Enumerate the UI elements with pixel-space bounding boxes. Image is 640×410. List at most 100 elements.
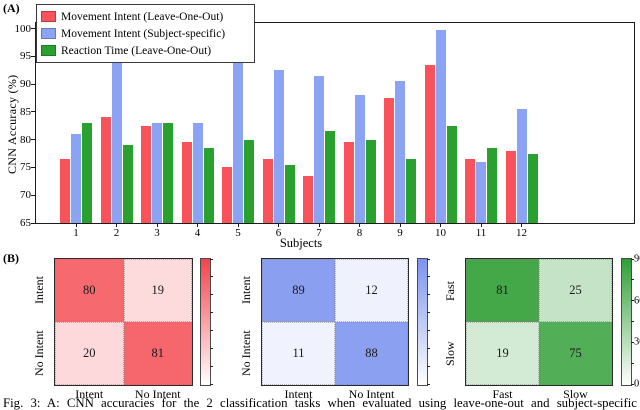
y-tick — [31, 139, 36, 141]
confusion-matrix-reaction-time-colorbar-label: 0 — [634, 378, 640, 390]
confusion-matrix-movement-intent-subject-specific-row-label: Intent — [239, 276, 253, 305]
confusion-matrix-movement-intent-subject-specific-colorbar-tick — [427, 258, 430, 260]
x-tick-label: 2 — [113, 227, 120, 239]
confusion-matrix-movement-intent-subject-specific-cell-r0c1: 12 — [335, 259, 408, 322]
confusion-matrix-reaction-time-col-label: Fast — [492, 387, 513, 401]
bar-subject11-series2 — [476, 161, 486, 223]
confusion-matrix-reaction-time-cell-r1c0: 19 — [466, 322, 539, 385]
confusion-matrix-reaction-time-row-label: Fast — [443, 280, 457, 301]
bar-subject8-series3 — [365, 139, 376, 223]
x-tick — [480, 223, 482, 227]
x-tick-label: 12 — [516, 227, 527, 239]
confusion-matrix-reaction-time-colorbar-tick — [631, 362, 634, 364]
y-tick-label: 100 — [14, 22, 32, 35]
y-tick — [31, 222, 36, 224]
panel-a-label: (A) — [3, 1, 20, 15]
bar-subject3-series1 — [141, 125, 151, 223]
figure-caption: Fig. 3: A: CNN accuracies for the 2 clas… — [3, 396, 637, 410]
x-tick — [521, 223, 522, 227]
bar-subject6-series2 — [273, 70, 284, 223]
confusion-matrix-reaction-time: 81 25 19 75 — [465, 258, 613, 386]
confusion-matrix-movement-intent-subject-specific-colorbar-tick — [427, 294, 430, 296]
confusion-matrix-movement-intent-leave-one-out-row-label: Intent — [32, 276, 46, 305]
confusion-matrix-movement-intent-leave-one-out-colorbar-tick — [210, 329, 213, 331]
confusion-matrix-movement-intent-leave-one-out-row-label: No Intent — [32, 330, 46, 377]
confusion-matrix-movement-intent-leave-one-out-colorbar — [200, 258, 211, 386]
confusion-matrix-movement-intent-subject-specific-colorbar-tick — [427, 276, 430, 278]
x-tick — [116, 223, 117, 227]
x-tick — [237, 223, 239, 227]
bar-subject7-series1 — [303, 175, 313, 223]
panel-b-label: (B) — [3, 251, 19, 265]
confusion-matrix-movement-intent-subject-specific-colorbar-tick — [427, 347, 430, 349]
confusion-matrix-reaction-time-colorbar-label: 90 — [634, 253, 640, 265]
bar-subject9-series2 — [395, 81, 405, 223]
legend-swatch-green — [41, 45, 56, 56]
x-tick-label: 3 — [154, 227, 160, 239]
confusion-matrix-movement-intent-leave-one-out-colorbar-tick — [210, 312, 213, 314]
confusion-matrix-movement-intent-leave-one-out-colorbar-tick — [210, 365, 213, 367]
confusion-matrix-movement-intent-leave-one-out-col-label: Intent — [75, 387, 104, 401]
y-axis-title: CNN Accuracy (%) — [5, 74, 19, 174]
x-tick — [359, 223, 360, 227]
confusion-matrix-movement-intent-subject-specific-col-label: Intent — [284, 387, 313, 401]
y-tick-label: 75 — [20, 161, 31, 174]
y-tick-label: 65 — [20, 217, 31, 229]
y-tick — [31, 83, 36, 85]
confusion-matrix-reaction-time-colorbar-tick — [631, 300, 634, 302]
confusion-matrix-movement-intent-leave-one-out-cell-r1c0: 20 — [55, 322, 124, 385]
y-tick-label: 80 — [20, 133, 31, 146]
bar-subject10-series1 — [424, 64, 435, 223]
legend-label: Reaction Time (Leave-One-Out) — [61, 44, 212, 57]
confusion-matrix-movement-intent-subject-specific-colorbar-tick — [427, 329, 430, 331]
bar-subject5-series2 — [233, 56, 243, 223]
bar-subject1-series3 — [82, 123, 92, 223]
bar-subject2-series3 — [122, 145, 133, 223]
confusion-matrix-reaction-time-colorbar-tick — [631, 383, 634, 385]
bar-subject5-series3 — [244, 139, 254, 223]
legend: Movement Intent (Leave-One-Out) Movement… — [36, 4, 255, 63]
legend-swatch-blue — [41, 28, 56, 39]
confusion-matrix-reaction-time-cell-r0c1: 25 — [539, 259, 612, 322]
confusion-matrix-reaction-time-colorbar-label: 30 — [634, 336, 640, 348]
x-tick — [156, 223, 158, 227]
bar-subject8-series1 — [343, 142, 354, 223]
x-tick-label: 6 — [275, 227, 282, 239]
bar-subject4-series3 — [203, 148, 214, 223]
bar-subject5-series1 — [222, 167, 232, 223]
confusion-matrix-movement-intent-subject-specific: 89 12 11 88 — [261, 258, 409, 386]
x-tick — [440, 223, 441, 227]
confusion-matrix-movement-intent-subject-specific-col-label: No Intent — [348, 387, 395, 401]
y-tick — [31, 111, 36, 113]
bar-subject1-series1 — [60, 159, 70, 223]
confusion-matrix-movement-intent-leave-one-out-colorbar-tick — [210, 258, 213, 260]
confusion-matrix-movement-intent-subject-specific-row-label: No Intent — [239, 330, 253, 377]
bar-subject6-series1 — [262, 159, 273, 223]
x-tick-label: 4 — [194, 227, 201, 239]
confusion-matrix-movement-intent-leave-one-out-col-label: No Intent — [134, 387, 181, 401]
bar-subject7-series2 — [314, 75, 324, 223]
y-tick — [31, 55, 36, 57]
bar-chart-plot-area: 65 70 75 80 85 90 95 100 1 2 3 4 5 6 7 8 9 10 11 12 Moveme… — [15, 4, 635, 250]
y-tick — [31, 28, 36, 30]
bar-subject10-series2 — [435, 29, 446, 223]
x-tick-label: 7 — [316, 227, 322, 239]
confusion-matrix-reaction-time-col-label: Slow — [563, 387, 588, 401]
bar-subject8-series2 — [354, 95, 365, 223]
x-tick — [278, 223, 279, 227]
bar-subject4-series2 — [192, 123, 203, 223]
bar-subject11-series3 — [487, 148, 497, 223]
confusion-matrix-reaction-time-cell-r0c0: 81 — [466, 259, 539, 322]
bar-subject12-series1 — [505, 150, 516, 223]
confusion-matrix-movement-intent-leave-one-out-colorbar-tick — [210, 383, 213, 385]
bar-subject12-series2 — [516, 109, 527, 223]
bar-subject3-series3 — [163, 123, 173, 223]
confusion-matrix-movement-intent-leave-one-out-colorbar-tick — [210, 347, 213, 349]
y-tick-label: 95 — [20, 50, 31, 63]
x-tick-label: 8 — [356, 227, 363, 239]
confusion-matrix-reaction-time-colorbar-tick — [631, 321, 634, 322]
bar-subject7-series3 — [325, 131, 335, 223]
legend-item: Movement Intent (Subject-specific) — [41, 25, 249, 42]
confusion-matrix-reaction-time-colorbar — [621, 258, 632, 386]
